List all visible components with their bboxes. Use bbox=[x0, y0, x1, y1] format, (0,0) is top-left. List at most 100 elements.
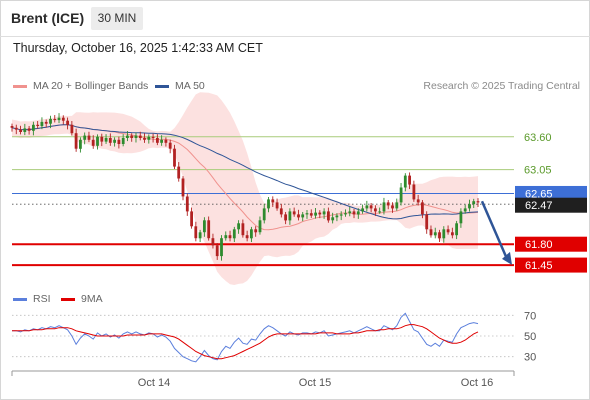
candle-body bbox=[275, 202, 279, 209]
candle-body bbox=[237, 223, 240, 230]
candle-body bbox=[198, 232, 202, 239]
candle-body bbox=[386, 202, 390, 206]
candle-body bbox=[194, 226, 198, 239]
candle-body bbox=[87, 135, 91, 140]
x-tick-label: Oct 15 bbox=[299, 377, 331, 389]
candle-body bbox=[241, 223, 245, 236]
candle-body bbox=[173, 148, 176, 167]
candle-body bbox=[348, 211, 352, 214]
candle-body bbox=[476, 201, 480, 203]
candle-body bbox=[339, 214, 343, 216]
candle-body bbox=[207, 220, 211, 239]
candle-body bbox=[459, 211, 463, 224]
candle-body bbox=[451, 232, 454, 236]
candle-body bbox=[258, 220, 262, 233]
level-label-62.47: 62.47 bbox=[525, 200, 553, 212]
candle-body bbox=[36, 124, 40, 126]
candle-body bbox=[468, 204, 471, 209]
candle-body bbox=[262, 208, 266, 221]
candle-body bbox=[391, 205, 394, 209]
candle-body bbox=[267, 199, 270, 209]
candle-body bbox=[335, 215, 339, 218]
candle-body bbox=[433, 232, 437, 236]
candle-body bbox=[23, 128, 27, 132]
candle-body bbox=[70, 124, 74, 134]
candle-body bbox=[143, 138, 146, 140]
candle-body bbox=[100, 136, 104, 142]
candle-body bbox=[429, 229, 433, 236]
candle-body bbox=[288, 211, 292, 221]
rsi-tick-label: 70 bbox=[524, 310, 536, 322]
candle-body bbox=[421, 202, 424, 215]
candle-body bbox=[279, 208, 283, 215]
candle-body bbox=[352, 211, 356, 215]
candle-body bbox=[318, 212, 322, 215]
candle-body bbox=[203, 220, 206, 233]
candle-body bbox=[245, 235, 249, 239]
legend-rsi: RSI bbox=[13, 293, 51, 305]
level-tag-61.45 bbox=[515, 257, 587, 273]
candle-body bbox=[254, 229, 258, 233]
candle-body bbox=[14, 127, 18, 130]
legend-swatch-bollinger bbox=[13, 84, 27, 88]
candle-body bbox=[177, 166, 181, 179]
legend-swatch-9ma bbox=[61, 297, 75, 301]
candle-body bbox=[297, 214, 300, 218]
level-label-63.05: 63.05 bbox=[524, 165, 552, 177]
candle-body bbox=[425, 214, 429, 230]
level-tag-62.47 bbox=[515, 197, 587, 213]
candle-body bbox=[160, 139, 163, 143]
candle-body bbox=[53, 118, 57, 121]
candle-body bbox=[49, 118, 52, 124]
candle-body bbox=[292, 211, 296, 215]
candle-body bbox=[374, 208, 377, 212]
rsi-tick-label: 50 bbox=[524, 331, 536, 343]
candle-body bbox=[232, 229, 236, 239]
level-label-63.60: 63.60 bbox=[524, 132, 552, 144]
legend-ma50: MA 50 bbox=[155, 80, 205, 92]
rsi-tick-label: 30 bbox=[524, 352, 536, 364]
candle-body bbox=[361, 208, 364, 212]
candle-body bbox=[91, 139, 95, 146]
candle-body bbox=[442, 229, 446, 239]
level-label-61.80: 61.80 bbox=[525, 239, 553, 251]
candle-body bbox=[66, 120, 69, 125]
candle-body bbox=[185, 196, 189, 212]
legend-label-ma50: MA 50 bbox=[175, 80, 205, 92]
candle-body bbox=[382, 202, 386, 212]
forecast-arrow-head bbox=[502, 251, 512, 265]
candle-body bbox=[108, 138, 112, 143]
candle-body bbox=[151, 136, 155, 138]
candle-body bbox=[224, 235, 228, 239]
candle-body bbox=[284, 214, 287, 221]
legend-label-bollinger: MA 20 + Bollinger Bands bbox=[33, 80, 149, 92]
candle-body bbox=[79, 139, 82, 149]
candle-body bbox=[305, 213, 309, 215]
candle-body bbox=[301, 214, 305, 218]
chart-header: Brent (ICE) 30 MIN bbox=[0, 0, 590, 37]
candle-body bbox=[32, 124, 35, 131]
candle-body bbox=[446, 229, 450, 233]
candle-body bbox=[134, 135, 138, 138]
ma50-line bbox=[11, 124, 479, 220]
candle-body bbox=[438, 232, 441, 239]
candle-body bbox=[314, 212, 317, 216]
legend-9ma: 9MA bbox=[61, 293, 103, 305]
candle-body bbox=[117, 139, 121, 144]
candle-body bbox=[57, 117, 61, 121]
candle-body bbox=[378, 211, 382, 213]
level-tag-62.65 bbox=[515, 185, 587, 201]
candle-body bbox=[403, 175, 407, 188]
candle-body bbox=[61, 117, 65, 121]
timeframe-button[interactable]: 30 MIN bbox=[91, 7, 143, 30]
candle-body bbox=[331, 217, 335, 221]
rsi-ma-line bbox=[12, 324, 479, 360]
candle-body bbox=[271, 199, 275, 203]
candle-body bbox=[147, 136, 151, 140]
candle-body bbox=[10, 126, 14, 128]
candle-body bbox=[113, 139, 116, 143]
forecast-arrow-shaft bbox=[480, 200, 509, 260]
candle-body bbox=[408, 175, 411, 185]
chart-datetime: Thursday, October 16, 2025 1:42:33 AM CE… bbox=[13, 41, 263, 55]
